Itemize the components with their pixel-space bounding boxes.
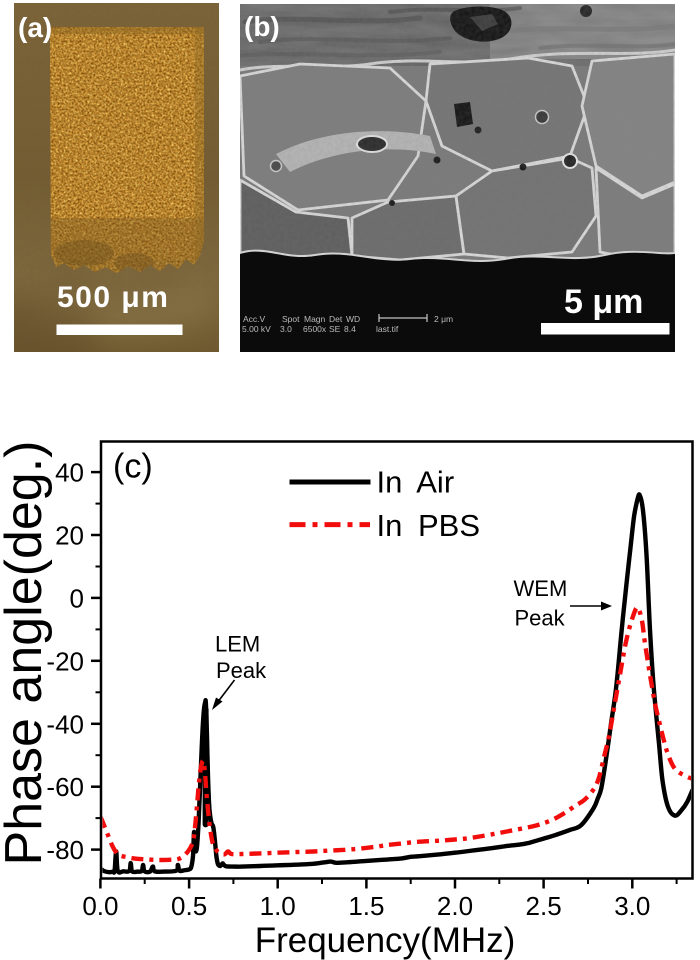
svg-text:8.4: 8.4	[344, 324, 356, 334]
svg-text:(a): (a)	[18, 12, 52, 43]
svg-text:0.0: 0.0	[82, 891, 118, 921]
svg-text:Magn: Magn	[304, 314, 326, 324]
svg-text:3.0: 3.0	[280, 324, 292, 334]
svg-text:0.5: 0.5	[171, 891, 207, 921]
svg-text:40: 40	[55, 458, 84, 488]
svg-text:-80: -80	[46, 835, 84, 865]
svg-text:500 μm: 500 μm	[57, 281, 169, 314]
svg-text:1.5: 1.5	[348, 891, 384, 921]
svg-text:LEM: LEM	[215, 631, 260, 656]
svg-text:2.0: 2.0	[437, 891, 473, 921]
svg-text:Frequency(MHz): Frequency(MHz)	[255, 921, 516, 960]
svg-text:-60: -60	[46, 772, 84, 802]
svg-text:5.00 kV: 5.00 kV	[242, 324, 271, 334]
svg-text:Det: Det	[329, 314, 343, 324]
svg-text:-40: -40	[46, 709, 84, 739]
svg-text:Peak: Peak	[216, 658, 267, 683]
svg-text:20: 20	[55, 521, 84, 551]
svg-text:In Air: In Air	[377, 465, 455, 500]
svg-text:2.5: 2.5	[526, 891, 562, 921]
svg-text:last.tif: last.tif	[376, 324, 399, 334]
svg-text:5 μm: 5 μm	[564, 283, 643, 321]
svg-text:WD: WD	[346, 314, 360, 324]
svg-text:Acc.V: Acc.V	[243, 314, 266, 324]
svg-text:SE: SE	[329, 324, 341, 334]
svg-text:0: 0	[70, 583, 84, 613]
svg-text:WEM: WEM	[514, 576, 568, 601]
svg-text:2 μm: 2 μm	[434, 314, 453, 324]
svg-text:-20: -20	[46, 646, 84, 676]
svg-text:(b): (b)	[244, 11, 280, 42]
svg-text:Peak: Peak	[515, 606, 566, 631]
svg-text:Spot: Spot	[282, 314, 300, 324]
svg-text:In PBS: In PBS	[377, 508, 481, 543]
svg-text:Phase angle(deg.): Phase angle(deg.)	[0, 441, 53, 866]
svg-text:6500x: 6500x	[303, 324, 327, 334]
svg-text:3.0: 3.0	[614, 891, 650, 921]
svg-text:(c): (c)	[113, 448, 153, 486]
svg-text:1.0: 1.0	[260, 891, 296, 921]
